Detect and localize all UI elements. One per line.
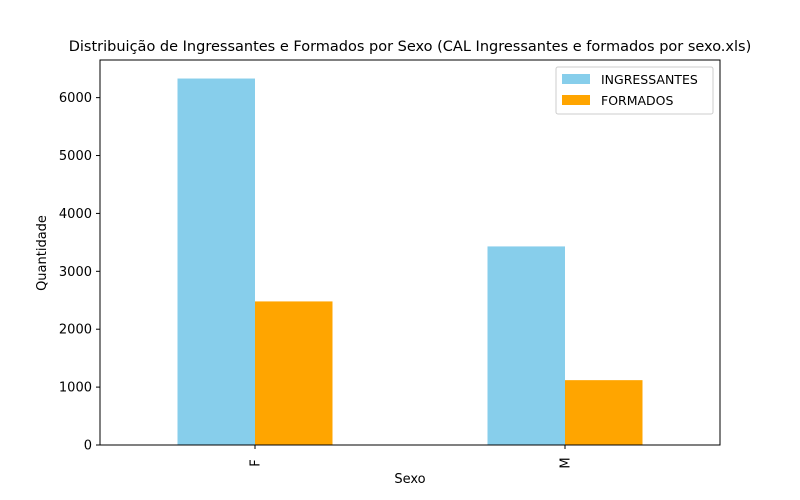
legend-swatch — [562, 74, 590, 84]
legend-swatch — [562, 95, 590, 105]
y-tick-label: 0 — [84, 439, 92, 454]
plot-area: 0 1000 2000 3000 4000 5000 6000 F M — [59, 59, 721, 469]
bar-formados-F — [255, 301, 333, 445]
legend-label: INGRESSANTES — [601, 72, 698, 87]
y-tick-label: 4000 — [59, 207, 92, 222]
y-tick-label: 1000 — [59, 381, 92, 396]
legend-label: FORMADOS — [601, 93, 674, 108]
y-axis-label: Quantidade — [35, 215, 50, 291]
x-axis-label: Sexo — [394, 472, 425, 487]
legend: INGRESSANTES FORMADOS — [555, 66, 714, 115]
legend-box — [555, 66, 714, 115]
bar-ingressantes-M — [487, 246, 565, 445]
bar-ingressantes-F — [177, 78, 255, 446]
axes-frame — [99, 59, 721, 446]
y-tick-label: 5000 — [59, 149, 92, 164]
x-tick-label: F — [249, 459, 264, 466]
y-tick-label: 6000 — [59, 91, 92, 106]
chart-title: Distribuição de Ingressantes e Formados … — [69, 39, 752, 55]
bar-formados-M — [565, 380, 643, 445]
y-tick-label: 2000 — [59, 323, 92, 338]
x-tick-label: M — [559, 457, 574, 468]
y-tick-label: 3000 — [59, 265, 92, 280]
